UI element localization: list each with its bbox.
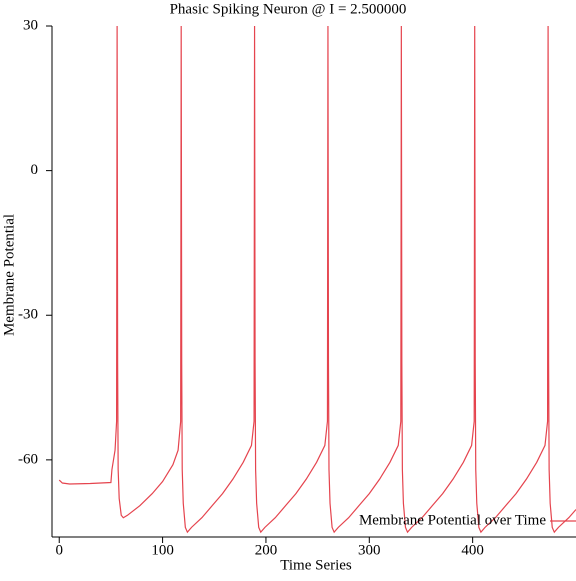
y-tick-label: 30 xyxy=(23,17,38,33)
legend-label: Membrane Potential over Time xyxy=(359,512,546,528)
y-tick-label: 0 xyxy=(31,162,39,178)
plot-area xyxy=(58,26,576,534)
y-axis-label: Membrane Potential xyxy=(1,214,17,336)
x-axis-label: Time Series xyxy=(280,557,352,573)
y-tick-label: -30 xyxy=(18,307,38,323)
y-tick-label: -60 xyxy=(18,451,38,467)
x-tick-label: 300 xyxy=(358,542,381,558)
chart-title: Phasic Spiking Neuron @ I = 2.500000 xyxy=(170,1,407,17)
x-tick-label: 200 xyxy=(255,542,278,558)
x-tick-label: 0 xyxy=(55,542,63,558)
x-tick-label: 100 xyxy=(151,542,174,558)
x-tick-label: 400 xyxy=(461,542,484,558)
data-line xyxy=(58,26,576,534)
